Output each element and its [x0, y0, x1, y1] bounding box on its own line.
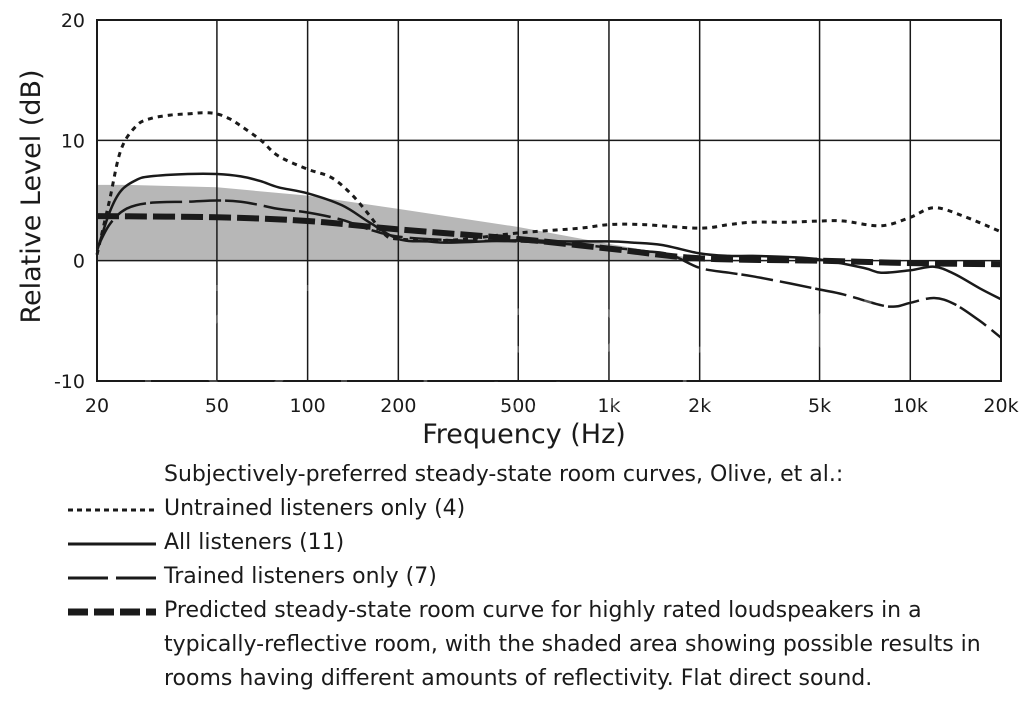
y-tick-label: 10 [61, 130, 85, 152]
legend-label-untrained: Untrained listeners only (4) [164, 496, 466, 521]
legend-label-predicted: Predicted steady-state room curve for hi… [164, 598, 981, 691]
x-tick-label: 10k [893, 395, 928, 417]
x-tick-label: 2k [688, 395, 711, 417]
legend-heading: Subjectively-preferred steady-state room… [164, 462, 844, 487]
x-tick-label: 20 [85, 395, 109, 417]
legend-item-all: All listeners (11) [66, 526, 1016, 560]
legend-swatch-dotted [68, 508, 156, 512]
x-axis-title: Frequency (Hz) [422, 419, 626, 450]
y-tick-label: -10 [54, 371, 85, 393]
y-tick-label: 20 [61, 10, 85, 32]
x-tick-label: 100 [289, 395, 325, 417]
legend-label-trained: Trained listeners only (7) [164, 564, 437, 589]
x-tick-label: 200 [380, 395, 416, 417]
legend-swatch-heavy-dash [68, 608, 156, 616]
series-untrained-dotted [95, 111, 1002, 256]
legend: Subjectively-preferred steady-state room… [66, 458, 1016, 696]
legend-item-trained: Trained listeners only (7) [66, 560, 1016, 594]
x-tick-label: 1k [597, 395, 620, 417]
legend-label-all: All listeners (11) [164, 530, 345, 555]
plot-frame [96, 19, 1002, 382]
y-tick-label: 0 [73, 251, 85, 273]
series-predicted-heavy-dash [96, 213, 1002, 268]
x-tick-label: 5k [808, 395, 831, 417]
x-tick-label: 20k [983, 395, 1018, 417]
legend-item-untrained: Untrained listeners only (4) [66, 492, 1016, 526]
legend-item-predicted: Predicted steady-state room curve for hi… [66, 594, 1016, 696]
reflectivity-shaded-area [97, 184, 1001, 261]
x-tick-label: 50 [205, 395, 229, 417]
x-tick-label: 500 [500, 395, 536, 417]
y-axis-title: Relative Level (dB) [16, 69, 47, 323]
legend-swatch-long-dash [68, 576, 156, 580]
legend-swatch-solid [68, 542, 156, 546]
